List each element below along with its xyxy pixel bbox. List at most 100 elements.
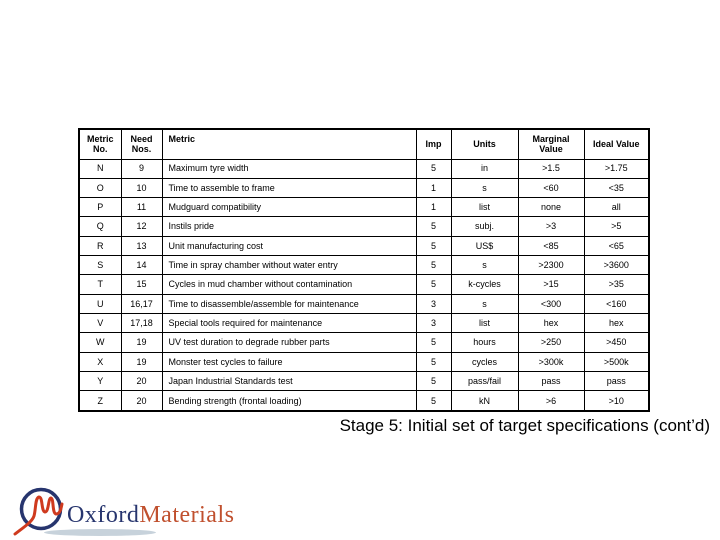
cell-ideal-value: >10 — [583, 390, 650, 412]
table-row: Z 20 Bending strength (frontal loading) … — [78, 390, 650, 412]
table-header-row: Metric No. Need Nos. Metric Imp Units Ma… — [78, 128, 650, 160]
cell-marginal-value: <85 — [517, 235, 585, 257]
oxford-materials-wordmark: OxfordMaterials — [67, 503, 234, 527]
cell-metric: Unit manufacturing cost — [161, 235, 417, 257]
spec-table: Metric No. Need Nos. Metric Imp Units Ma… — [78, 128, 650, 412]
cell-units: k-cycles — [450, 274, 519, 295]
cell-need-nos: 16,17 — [120, 293, 163, 315]
cell-units: in — [450, 158, 519, 179]
cell-metric-no: Y — [78, 371, 122, 392]
cell-imp: 5 — [415, 235, 452, 257]
cell-marginal-value: >15 — [517, 274, 585, 295]
cell-need-nos: 17,18 — [120, 313, 163, 334]
cell-units: list — [450, 197, 519, 218]
cell-metric: Mudguard compatibility — [161, 197, 417, 218]
cell-metric: Time in spray chamber without water entr… — [161, 255, 417, 276]
cell-metric-no: W — [78, 332, 122, 353]
cell-metric: UV test duration to degrade rubber parts — [161, 332, 417, 353]
cell-marginal-value: none — [517, 197, 585, 218]
col-header-ideal-value: Ideal Value — [583, 128, 650, 160]
cell-metric: Monster test cycles to failure — [161, 351, 417, 373]
cell-imp: 1 — [415, 197, 452, 218]
table-row: T 15 Cycles in mud chamber without conta… — [78, 274, 650, 295]
cell-metric: Cycles in mud chamber without contaminat… — [161, 274, 417, 295]
cell-metric-no: Z — [78, 390, 122, 412]
cell-need-nos: 12 — [120, 216, 163, 237]
cell-ideal-value: <65 — [583, 235, 650, 257]
cell-metric-no: R — [78, 235, 122, 257]
cell-metric-no: Q — [78, 216, 122, 237]
cell-metric-no: O — [78, 177, 122, 199]
cell-metric: Japan Industrial Standards test — [161, 371, 417, 392]
cell-units: hours — [450, 332, 519, 353]
cell-imp: 5 — [415, 274, 452, 295]
cell-marginal-value: <60 — [517, 177, 585, 199]
cell-units: list — [450, 313, 519, 334]
cell-ideal-value: all — [583, 197, 650, 218]
cell-imp: 3 — [415, 313, 452, 334]
cell-ideal-value: >35 — [583, 274, 650, 295]
cell-marginal-value: hex — [517, 313, 585, 334]
cell-metric: Time to disassemble/assemble for mainten… — [161, 293, 417, 315]
table-row: N 9 Maximum tyre width 5 in >1.5 >1.75 — [78, 158, 650, 179]
cell-metric-no: X — [78, 351, 122, 373]
col-header-marginal-value: Marginal Value — [517, 128, 585, 160]
cell-units: kN — [450, 390, 519, 412]
logo-text-oxford: Oxford — [67, 502, 140, 528]
cell-marginal-value: pass — [517, 371, 585, 392]
cell-marginal-value: >3 — [517, 216, 585, 237]
cell-ideal-value: pass — [583, 371, 650, 392]
cell-units: s — [450, 293, 519, 315]
cell-metric: Bending strength (frontal loading) — [161, 390, 417, 412]
cell-metric-no: N — [78, 158, 122, 179]
cell-metric: Maximum tyre width — [161, 158, 417, 179]
cell-metric-no: P — [78, 197, 122, 218]
table-row: O 10 Time to assemble to frame 1 s <60 <… — [78, 177, 650, 199]
cell-metric-no: S — [78, 255, 122, 276]
table-row: R 13 Unit manufacturing cost 5 US$ <85 <… — [78, 235, 650, 257]
col-header-need-nos: Need Nos. — [120, 128, 163, 160]
cell-need-nos: 14 — [120, 255, 163, 276]
cell-marginal-value: >300k — [517, 351, 585, 373]
cell-units: US$ — [450, 235, 519, 257]
col-header-metric-no: Metric No. — [78, 128, 122, 160]
cell-metric: Time to assemble to frame — [161, 177, 417, 199]
slide-caption: Stage 5: Initial set of target specifica… — [339, 416, 710, 435]
col-header-units: Units — [450, 128, 519, 160]
cell-need-nos: 10 — [120, 177, 163, 199]
cell-ideal-value: >450 — [583, 332, 650, 353]
cell-units: s — [450, 255, 519, 276]
table-row: Q 12 Instils pride 5 subj. >3 >5 — [78, 216, 650, 237]
cell-need-nos: 13 — [120, 235, 163, 257]
cell-metric: Special tools required for maintenance — [161, 313, 417, 334]
table-row: W 19 UV test duration to degrade rubber … — [78, 332, 650, 353]
cell-units: pass/fail — [450, 371, 519, 392]
cell-need-nos: 19 — [120, 351, 163, 373]
cell-marginal-value: >1.5 — [517, 158, 585, 179]
col-header-imp: Imp — [415, 128, 452, 160]
cell-imp: 5 — [415, 158, 452, 179]
cell-need-nos: 20 — [120, 390, 163, 412]
cell-marginal-value: >6 — [517, 390, 585, 412]
cell-imp: 5 — [415, 390, 452, 412]
cell-imp: 3 — [415, 293, 452, 315]
cell-imp: 1 — [415, 177, 452, 199]
cell-need-nos: 15 — [120, 274, 163, 295]
cell-need-nos: 20 — [120, 371, 163, 392]
cell-ideal-value: <35 — [583, 177, 650, 199]
cell-imp: 5 — [415, 216, 452, 237]
table-row: U 16,17 Time to disassemble/assemble for… — [78, 293, 650, 315]
cell-marginal-value: >250 — [517, 332, 585, 353]
table-row: V 17,18 Special tools required for maint… — [78, 313, 650, 334]
cell-imp: 5 — [415, 255, 452, 276]
cell-ideal-value: >500k — [583, 351, 650, 373]
cell-need-nos: 9 — [120, 158, 163, 179]
cell-need-nos: 19 — [120, 332, 163, 353]
oxford-materials-mu-icon — [13, 487, 64, 536]
table-row: Y 20 Japan Industrial Standards test 5 p… — [78, 371, 650, 392]
spec-table-body: N 9 Maximum tyre width 5 in >1.5 >1.75 O… — [78, 158, 650, 412]
cell-need-nos: 11 — [120, 197, 163, 218]
cell-marginal-value: <300 — [517, 293, 585, 315]
cell-ideal-value: >1.75 — [583, 158, 650, 179]
